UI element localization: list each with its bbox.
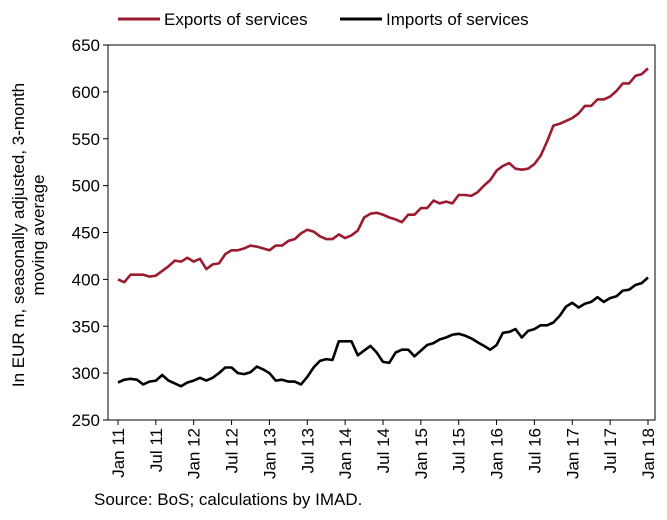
plot-frame xyxy=(107,44,656,421)
series-lines xyxy=(117,67,649,388)
x-tick-label: Jan 18 xyxy=(639,428,658,479)
y-tick-label: 400 xyxy=(72,270,100,289)
x-tick-label: Jul 12 xyxy=(223,428,242,473)
y-axis-ticks: 250 300 350 400 450 500 550 600 650 xyxy=(72,36,108,430)
axes xyxy=(107,44,656,421)
series-line-imports xyxy=(117,276,649,388)
x-tick-label: Jul 17 xyxy=(601,428,620,473)
x-tick-label: Jul 15 xyxy=(450,428,469,473)
x-tick-label: Jan 16 xyxy=(488,428,507,479)
source-note: Source: BoS; calculations by IMAD. xyxy=(94,490,363,509)
y-tick-label: 450 xyxy=(72,224,100,243)
legend-label-exports: Exports of services xyxy=(164,10,308,29)
y-tick-label: 250 xyxy=(72,411,100,430)
legend: Exports of services Imports of services xyxy=(118,10,529,29)
x-tick-label: Jan 13 xyxy=(260,428,279,479)
x-tick-label: Jan 11 xyxy=(109,428,128,478)
y-tick-label: 600 xyxy=(72,83,100,102)
x-tick-label: Jul 11 xyxy=(147,428,166,472)
x-tick-label: Jul 16 xyxy=(525,428,544,473)
x-tick-label: Jan 12 xyxy=(185,428,204,479)
y-axis-title-line-2: moving average xyxy=(29,175,48,296)
x-tick-label: Jan 17 xyxy=(563,428,582,479)
series-line-exports xyxy=(117,67,649,284)
y-axis-title-line-1: In EUR m, seasonally adjusted, 3-month xyxy=(9,83,28,387)
y-tick-label: 550 xyxy=(72,130,100,149)
x-tick-label: Jan 14 xyxy=(336,428,355,479)
x-tick-label: Jan 15 xyxy=(412,428,431,479)
x-tick-label: Jul 13 xyxy=(298,428,317,473)
y-tick-label: 650 xyxy=(72,36,100,55)
y-axis-title: In EUR m, seasonally adjusted, 3-month m… xyxy=(9,83,48,387)
y-tick-label: 350 xyxy=(72,317,100,336)
x-axis-ticks: Jan 11 Jul 11 Jan 12 Jul 12 Jan 13 Jul 13 Jan … xyxy=(109,420,658,479)
y-tick-label: 500 xyxy=(72,177,100,196)
y-tick-label: 300 xyxy=(72,364,100,383)
legend-label-imports: Imports of services xyxy=(386,10,529,29)
x-tick-label: Jul 14 xyxy=(374,428,393,473)
